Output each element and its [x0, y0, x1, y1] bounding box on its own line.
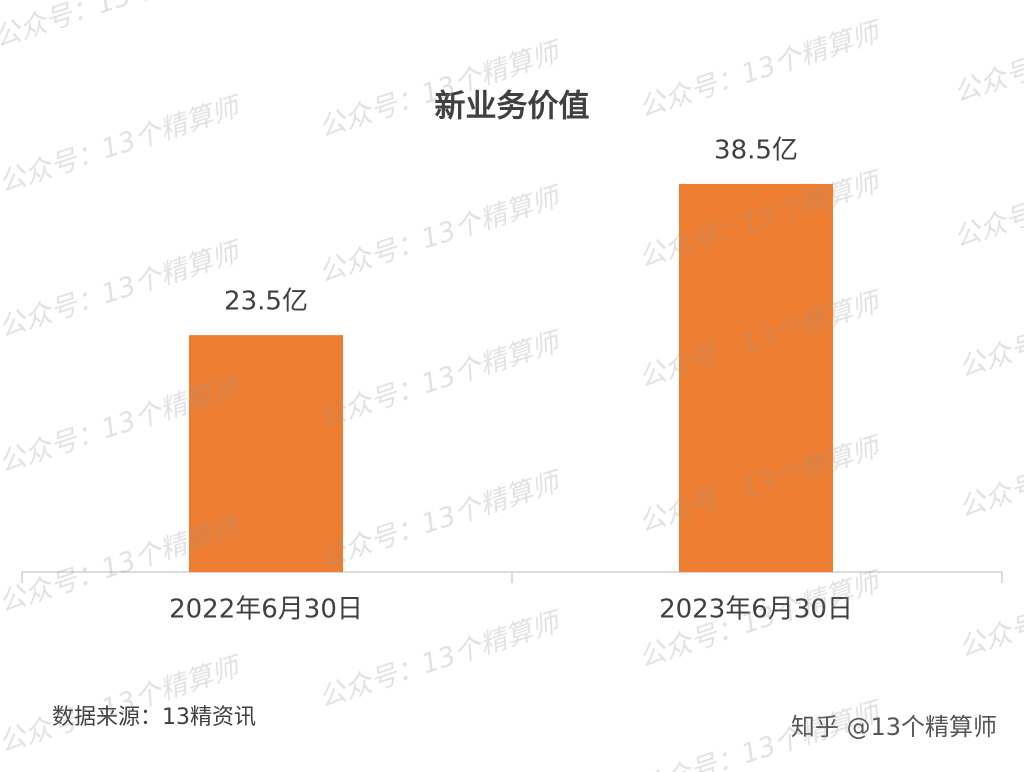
watermark: 公众号：13个精算师 — [315, 466, 566, 574]
watermark: 公众号：13个精算师 — [955, 276, 1024, 384]
watermark: 公众号：13个精算师 — [635, 16, 886, 124]
x-tick-label: 2023年6月30日 — [659, 595, 853, 625]
bar — [189, 335, 343, 572]
credit: 知乎 @13个精算师 — [791, 713, 997, 741]
watermark: 公众号：13个精算师 — [950, 146, 1024, 254]
value-label: 23.5亿 — [224, 287, 308, 317]
watermark: 公众号：13个精算师 — [0, 236, 246, 344]
watermark: 公众号：13个精算师 — [315, 326, 566, 434]
watermark: 公众号：13个精算师 — [315, 181, 566, 289]
value-label: 38.5亿 — [714, 135, 798, 165]
watermark: 公众号：13个精算师 — [635, 696, 886, 772]
watermark: 公众号：13个精算师 — [950, 1, 1024, 109]
watermark: 公众号：13个精算师 — [0, 91, 246, 199]
watermark: 公众号：13个精算师 — [955, 416, 1024, 524]
bar — [679, 183, 833, 573]
watermark: 公众号：13个精算师 — [0, 0, 241, 54]
chart-title: 新业务价值 — [435, 89, 590, 125]
x-tick-label: 2022年6月30日 — [169, 595, 363, 625]
source-note: 数据来源：13精资讯 — [52, 705, 256, 730]
